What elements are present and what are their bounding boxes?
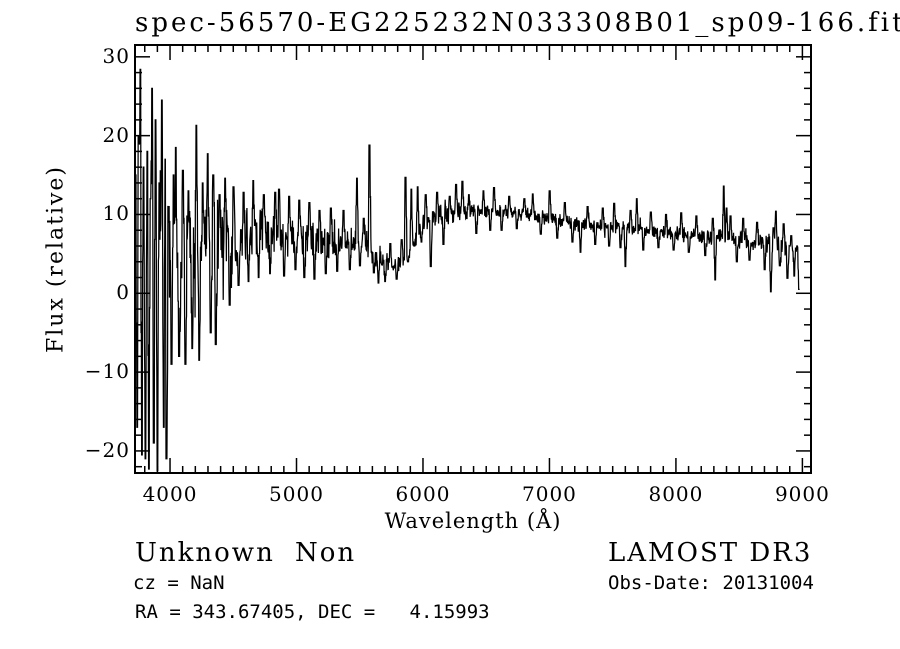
y-tick-label: −20: [84, 437, 130, 462]
x-tick-label: 7000: [522, 482, 577, 506]
cz-value: cz = NaN: [133, 572, 225, 594]
obs-date: Obs-Date: 20131004: [608, 572, 814, 594]
class-label: Unknown: [135, 538, 275, 568]
ra-dec-value: RA = 343.67405, DEC = 4.15993: [135, 601, 490, 623]
spectrum-trace: [135, 68, 800, 472]
y-axis-label: Flux (relative): [43, 164, 69, 354]
subclass-label: Non: [295, 538, 357, 568]
plot-title: spec-56570-EG225232N033308B01_sp09-166.f…: [135, 8, 900, 38]
y-tick-label: 10: [102, 201, 130, 226]
x-tick-label: 8000: [648, 482, 704, 506]
y-tick-label: 30: [102, 43, 130, 68]
x-tick-label: 9000: [774, 482, 830, 506]
y-tick-label: −10: [84, 359, 130, 384]
x-tick-label: 6000: [395, 482, 451, 506]
x-tick-label: 5000: [269, 482, 324, 506]
y-tick-label: 0: [116, 280, 130, 305]
x-tick-label: 4000: [142, 482, 198, 506]
x-axis-label: Wavelength (Å): [384, 509, 562, 533]
y-tick-label: 20: [102, 122, 130, 147]
survey-label: LAMOST DR3: [608, 538, 813, 568]
